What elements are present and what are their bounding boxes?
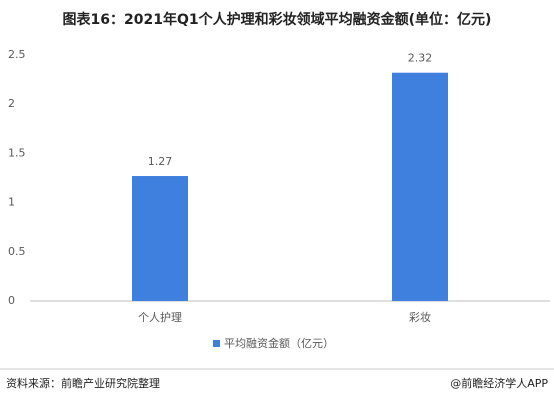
legend-label: 平均融资金额（亿元） [224,336,334,350]
y-tick-label: 2 [8,97,15,110]
credit: @前瞻经济学人APP [450,376,548,390]
bar [392,72,448,301]
x-tick-label: 个人护理 [138,310,182,324]
y-tick-label: 0.5 [8,245,26,258]
source: 资料来源：前瞻产业研究院整理 [6,376,160,390]
y-tick-label: 2.5 [8,48,26,61]
y-tick-label: 0 [8,294,15,307]
legend-swatch [213,340,220,347]
value-label: 1.27 [148,155,173,168]
value-label: 2.32 [408,52,433,65]
y-tick-label: 1.5 [8,146,26,159]
bar [132,176,188,301]
y-tick-label: 1 [8,196,15,209]
x-tick-label: 彩妆 [409,311,431,324]
chart-title: 图表16：2021年Q1个人护理和彩妆领域平均融资金额(单位：亿元) [63,11,492,28]
